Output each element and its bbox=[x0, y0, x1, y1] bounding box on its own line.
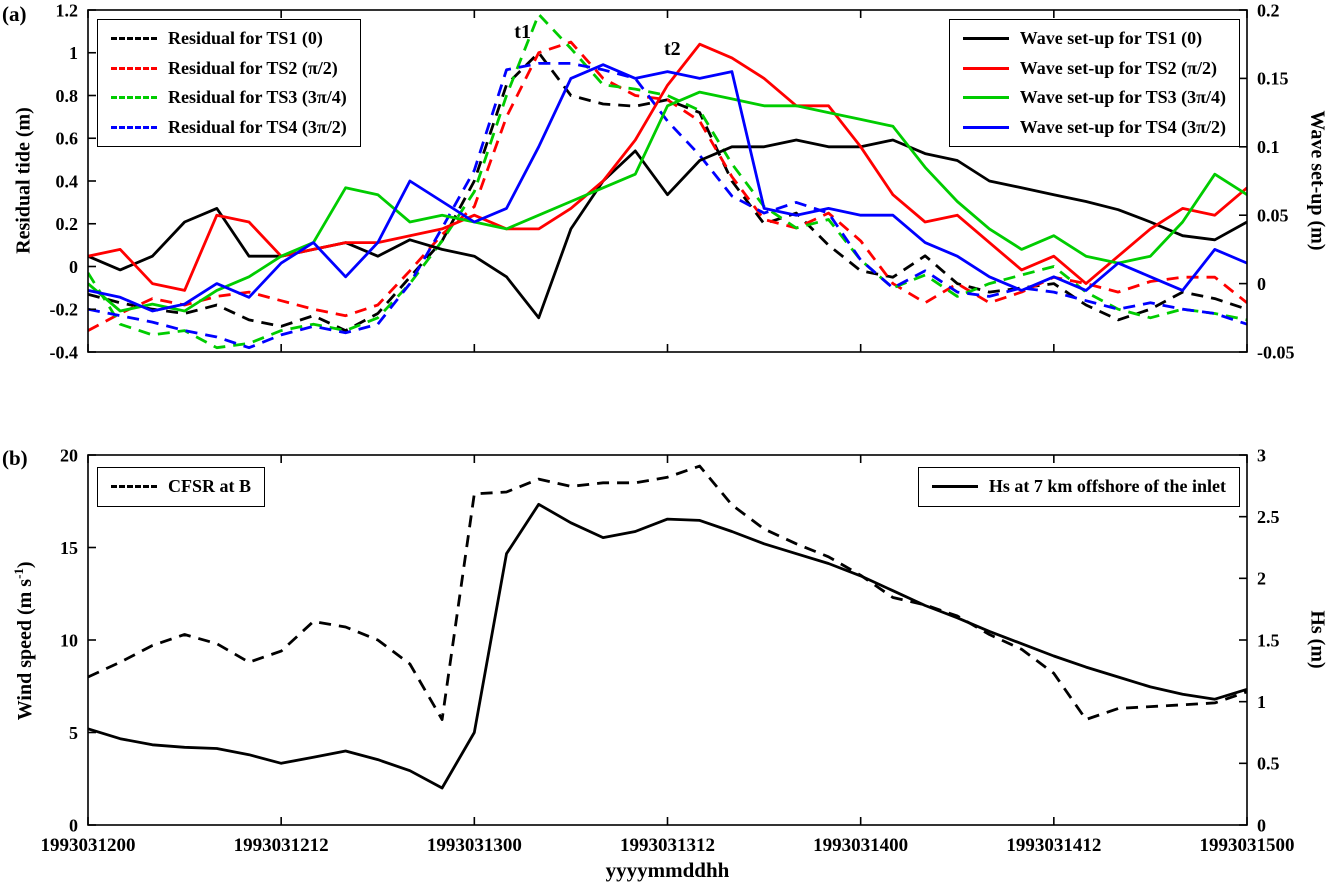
y-tick-label-left: 0 bbox=[69, 257, 78, 277]
legend-a-left: Residual for TS1 (0) Residual for TS2 (π/… bbox=[97, 19, 361, 148]
legend-entry: Hs at 7 km offshore of the inlet bbox=[931, 476, 1226, 498]
series-wave-set-up-for-ts3-3-4 bbox=[88, 90, 1247, 313]
legend-entry: CFSR at B bbox=[111, 476, 251, 498]
annotation-t1: t1 bbox=[514, 21, 531, 43]
x-tick-label: 1993031400 bbox=[813, 835, 908, 856]
y-tick-label-right: 0.5 bbox=[1257, 754, 1280, 774]
y-tick-label-right: 2.5 bbox=[1257, 507, 1280, 527]
y-tick-label-right: 1.5 bbox=[1257, 630, 1280, 650]
legend-label: Residual for TS1 (0) bbox=[168, 28, 323, 48]
x-tick-label: 1993031300 bbox=[427, 835, 522, 856]
legend-b-right: Hs at 7 km offshore of the inlet bbox=[917, 467, 1240, 507]
series-residual-for-ts4-3-2 bbox=[88, 62, 1247, 350]
y-tick-label-left: -0.4 bbox=[50, 342, 79, 362]
series-residual-for-ts3-3-4 bbox=[88, 12, 1247, 350]
y-tick-label-right: 1 bbox=[1257, 692, 1266, 712]
legend-line-sample bbox=[962, 66, 1009, 70]
y-tick-label-right: 0.1 bbox=[1257, 137, 1280, 157]
series-wave-set-up-for-ts4-3-2 bbox=[88, 63, 1247, 313]
x-tick-label: 1993031312 bbox=[620, 835, 715, 856]
y-tick-label-left: 0.4 bbox=[56, 171, 79, 191]
y-tick-label-right: 2 bbox=[1257, 569, 1266, 589]
series-cfsr-at-b bbox=[88, 464, 1247, 721]
legend-line-sample bbox=[111, 66, 157, 70]
x-tick-label: 1993031412 bbox=[1006, 835, 1101, 856]
legend-entry: Residual for TS3 (3π/4) bbox=[111, 87, 347, 109]
y-tick-label-right: 0.15 bbox=[1257, 69, 1289, 89]
legend-line-sample bbox=[962, 96, 1009, 100]
y-tick-label-right: 0 bbox=[1257, 274, 1266, 294]
legend-b-left: CFSR at B bbox=[97, 467, 266, 507]
legend-label: Wave set-up for TS4 (3π/2) bbox=[1019, 116, 1226, 137]
y-tick-label-left: 0.2 bbox=[56, 214, 79, 234]
y-tick-label-left: 0 bbox=[69, 815, 78, 835]
y-tick-label-left: 0.6 bbox=[56, 129, 79, 149]
legend-label: Residual for TS3 (3π/4) bbox=[168, 87, 347, 108]
legend-line-sample bbox=[111, 485, 157, 489]
legend-line-sample bbox=[111, 37, 157, 41]
legend-label: Residual for TS2 (π/2) bbox=[168, 57, 338, 78]
y-tick-label-right: 0.2 bbox=[1257, 0, 1280, 20]
legend-line-sample bbox=[111, 96, 157, 100]
legend-entry: Wave set-up for TS1 (0) bbox=[962, 28, 1226, 50]
legend-entry: Wave set-up for TS4 (3π/2) bbox=[962, 116, 1226, 139]
series-hs-at-7-km-offshore-of-the-inlet bbox=[88, 502, 1247, 790]
y-tick-label-right: 0.05 bbox=[1257, 206, 1289, 226]
legend-label: Residual for TS4 (3π/2) bbox=[168, 116, 347, 137]
y-tick-label-left: 0.8 bbox=[56, 86, 79, 106]
panel-a-label: (a) bbox=[2, 2, 27, 26]
y-tick-label-left: -0.2 bbox=[50, 300, 79, 320]
x-tick-label: 1993031212 bbox=[234, 835, 329, 856]
y-tick-label-left: 10 bbox=[60, 630, 78, 650]
legend-entry: Residual for TS2 (π/2) bbox=[111, 58, 347, 80]
legend-label: Wave set-up for TS2 (π/2) bbox=[1019, 57, 1217, 78]
legend-label: Hs at 7 km offshore of the inlet bbox=[988, 476, 1226, 496]
y-tick-label-left: 15 bbox=[60, 538, 78, 558]
legend-a-right: Wave set-up for TS1 (0) Wave set-up for T… bbox=[948, 19, 1240, 148]
legend-line-sample bbox=[962, 37, 1009, 41]
annotation-t2: t2 bbox=[664, 38, 681, 60]
y-tick-label-right: 0 bbox=[1257, 815, 1266, 835]
y-tick-label-left: 5 bbox=[69, 723, 78, 743]
legend-line-sample bbox=[111, 126, 157, 130]
y-tick-label-right: -0.05 bbox=[1257, 342, 1295, 362]
x-axis-label: yyyymmddhh bbox=[605, 858, 730, 882]
legend-label: Wave set-up for TS3 (3π/4) bbox=[1019, 87, 1226, 108]
x-tick-label: 1993031500 bbox=[1200, 835, 1295, 856]
legend-label: Wave set-up for TS1 (0) bbox=[1019, 28, 1203, 48]
legend-label: CFSR at B bbox=[168, 476, 252, 496]
legend-line-sample bbox=[962, 126, 1009, 130]
legend-line-sample bbox=[931, 485, 978, 489]
x-tick-label: 1993031200 bbox=[41, 835, 136, 856]
y-tick-label-left: 20 bbox=[60, 445, 78, 465]
legend-entry: Residual for TS1 (0) bbox=[111, 28, 347, 50]
legend-entry: Wave set-up for TS2 (π/2) bbox=[962, 57, 1226, 80]
legend-entry: Residual for TS4 (3π/2) bbox=[111, 117, 347, 139]
y-tick-label-left: 1.2 bbox=[56, 0, 79, 20]
y-tick-label-right: 3 bbox=[1257, 445, 1266, 465]
legend-entry: Wave set-up for TS3 (3π/4) bbox=[962, 87, 1226, 109]
panel-b-label: (b) bbox=[2, 446, 28, 470]
y-tick-label-left: 1 bbox=[69, 43, 78, 63]
